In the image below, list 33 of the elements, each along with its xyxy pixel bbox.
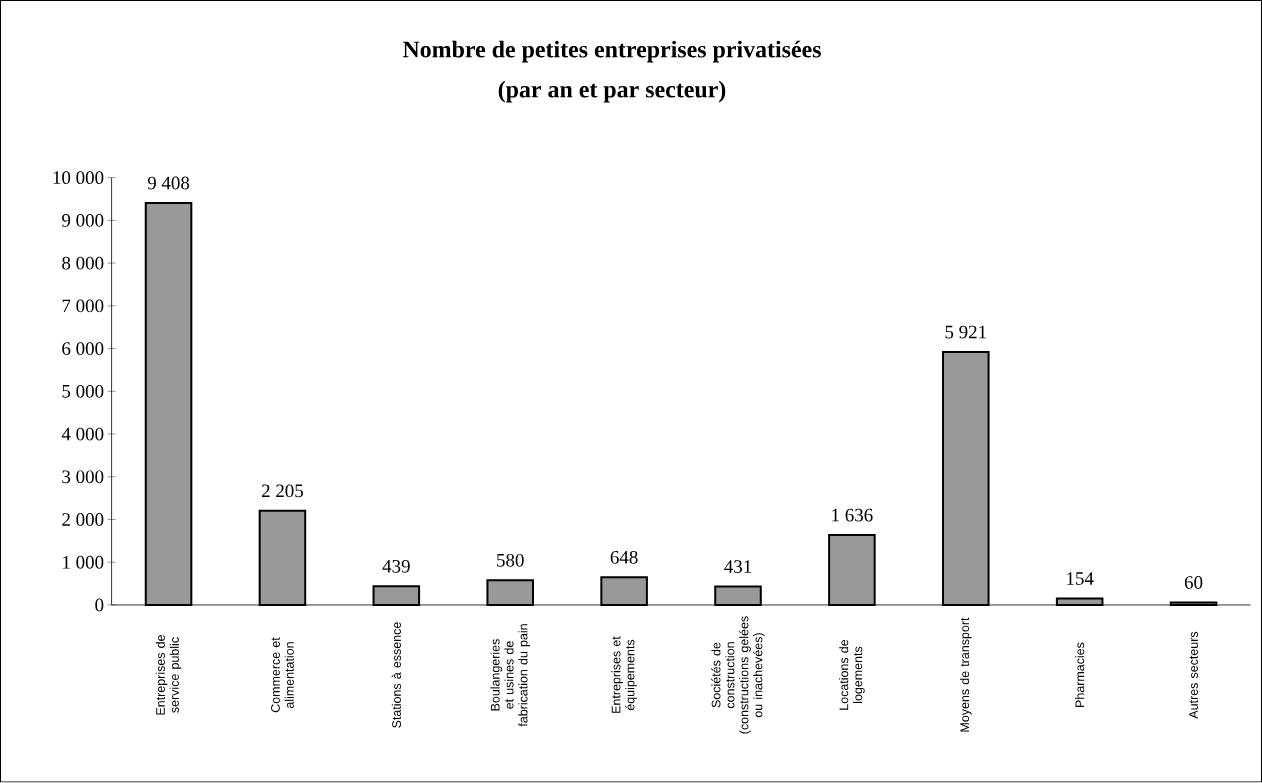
data-label: 2 205: [261, 484, 303, 498]
y-tick-label: 10 000: [53, 171, 104, 185]
y-tick-label: 4 000: [61, 427, 104, 441]
data-label: 60: [1184, 576, 1203, 590]
y-tick-label: 5 000: [62, 385, 104, 398]
x-tick-label: Commerce et alimentation: [271, 637, 294, 713]
x-tick-label: Moyens de transport: [959, 617, 972, 732]
chart-subtitle: (par an et par secteur): [498, 80, 726, 103]
y-tick-label: 8 000: [62, 256, 104, 270]
x-tick-label: Stations à essence: [391, 622, 401, 729]
y-tick-label: 1 000: [63, 556, 104, 569]
x-tick-label: Locations de logements: [839, 640, 865, 710]
x-tick-label: Autres secteurs: [1189, 632, 1198, 719]
x-tick-label: Sociétés de construction (constructions gelées ou inachevées): [711, 616, 765, 734]
data-label: 431: [724, 560, 752, 574]
data-label: 1 636: [832, 508, 873, 522]
y-tick-label: 7 000: [62, 299, 104, 313]
data-label: 580: [497, 554, 524, 567]
data-label: 9 408: [147, 176, 190, 190]
x-tick-label: Entreprises de service public: [155, 635, 182, 715]
y-tick-label: 3 000: [62, 470, 104, 484]
y-tick-label: 0: [95, 598, 104, 612]
x-tick-label: Pharmacies: [1075, 642, 1085, 708]
chart-title: Nombre de petites entreprises privatisées: [402, 40, 821, 63]
data-label: 648: [610, 551, 638, 564]
data-label: 5 921: [945, 325, 986, 339]
x-tick-label: Boulangeries et usines de fabrication du pain: [490, 624, 530, 727]
data-label: 439: [382, 560, 410, 573]
y-tick-label: 9 000: [62, 214, 104, 227]
data-label: 154: [1067, 572, 1094, 586]
x-tick-label: Entreprises et équipements: [611, 636, 637, 714]
y-tick-label: 2 000: [62, 513, 104, 527]
y-tick-label: 6 000: [62, 342, 104, 356]
